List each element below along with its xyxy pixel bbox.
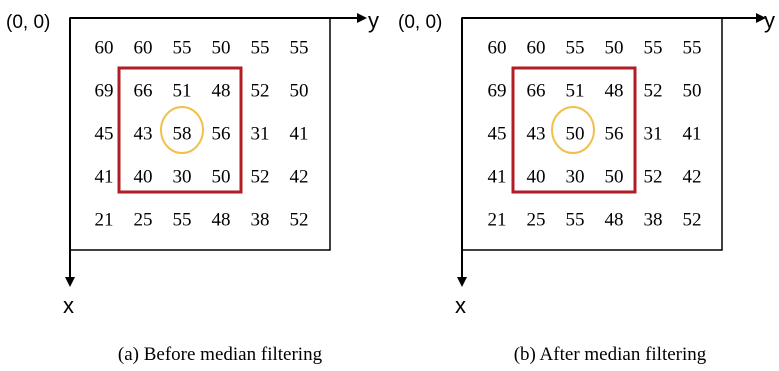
pixel-value: 30 (566, 166, 585, 187)
pixel-value: 52 (251, 166, 270, 187)
pixel-value: 55 (173, 209, 192, 230)
pixel-value: 30 (173, 166, 192, 187)
caption: (b) After median filtering (514, 344, 707, 365)
pixel-value: 50 (212, 166, 231, 187)
pixel-value: 41 (683, 123, 702, 144)
center-pixel-value: 50 (566, 123, 585, 144)
origin-label: (0, 0) (6, 12, 50, 33)
pixel-value: 21 (488, 209, 507, 230)
pixel-value: 42 (290, 166, 309, 187)
pixel-value: 25 (134, 209, 153, 230)
pixel-value: 60 (488, 37, 507, 58)
pixel-value: 21 (95, 209, 114, 230)
pixel-value: 55 (566, 209, 585, 230)
pixel-value: 48 (605, 209, 624, 230)
pixel-value: 48 (212, 209, 231, 230)
x-axis-label: x (455, 293, 466, 318)
filter-window (117, 66, 243, 194)
pixel-value: 66 (527, 80, 546, 101)
caption: (a) Before median filtering (118, 344, 323, 365)
pixel-value: 55 (566, 37, 585, 58)
pixel-value: 55 (173, 37, 192, 58)
y-axis-label: y (764, 8, 775, 33)
pixel-value: 25 (527, 209, 546, 230)
pixel-grid: 60 60 55 50 55 55 69 66 51 48 52 50 45 43 50 56 31 41 41 40… (488, 37, 702, 230)
center-circle (551, 106, 595, 154)
pixel-value: 38 (251, 209, 270, 230)
pixel-value: 40 (527, 166, 546, 187)
pixel-value: 69 (488, 80, 507, 101)
pixel-value: 52 (290, 209, 309, 230)
pixel-value: 52 (644, 166, 663, 187)
pixel-value: 50 (290, 80, 309, 101)
pixel-value: 42 (683, 166, 702, 187)
pixel-value: 55 (644, 37, 663, 58)
pixel-value: 45 (95, 123, 114, 144)
pixel-value: 66 (134, 80, 153, 101)
pixel-value: 43 (134, 123, 153, 144)
pixel-value: 40 (134, 166, 153, 187)
pixel-value: 60 (95, 37, 114, 58)
pixel-value: 69 (95, 80, 114, 101)
pixel-value: 52 (683, 209, 702, 230)
panel-after: (0, 0) y x 60 60 55 50 55 55 69 66 51 48 52 50 45 43 5… (398, 8, 775, 365)
pixel-value: 48 (605, 80, 624, 101)
pixel-value: 52 (644, 80, 663, 101)
pixel-value: 52 (251, 80, 270, 101)
origin-label: (0, 0) (398, 12, 442, 33)
center-pixel-value: 58 (173, 123, 192, 144)
pixel-value: 41 (488, 166, 507, 187)
pixel-value: 45 (488, 123, 507, 144)
pixel-value: 48 (212, 80, 231, 101)
center-circle (160, 106, 204, 154)
panel-before: (0, 0) y x 60 60 55 50 55 55 69 66 51 48 52 50 45 43 5… (6, 8, 379, 365)
pixel-value: 60 (134, 37, 153, 58)
pixel-value: 55 (290, 37, 309, 58)
pixel-value: 50 (605, 37, 624, 58)
pixel-value: 31 (251, 123, 270, 144)
pixel-value: 41 (95, 166, 114, 187)
x-axis-label: x (63, 293, 74, 318)
pixel-value: 50 (683, 80, 702, 101)
pixel-value: 51 (173, 80, 192, 101)
filter-window (511, 66, 637, 194)
pixel-grid: 60 60 55 50 55 55 69 66 51 48 52 50 45 43 58 56 31 41 41 40… (95, 37, 309, 230)
pixel-value: 56 (605, 123, 624, 144)
pixel-value: 51 (566, 80, 585, 101)
pixel-value: 60 (527, 37, 546, 58)
pixel-value: 38 (644, 209, 663, 230)
y-axis-label: y (368, 8, 379, 33)
pixel-value: 55 (251, 37, 270, 58)
pixel-value: 56 (212, 123, 231, 144)
pixel-value: 50 (605, 166, 624, 187)
pixel-value: 55 (683, 37, 702, 58)
pixel-value: 43 (527, 123, 546, 144)
pixel-value: 41 (290, 123, 309, 144)
pixel-value: 31 (644, 123, 663, 144)
pixel-value: 50 (212, 37, 231, 58)
